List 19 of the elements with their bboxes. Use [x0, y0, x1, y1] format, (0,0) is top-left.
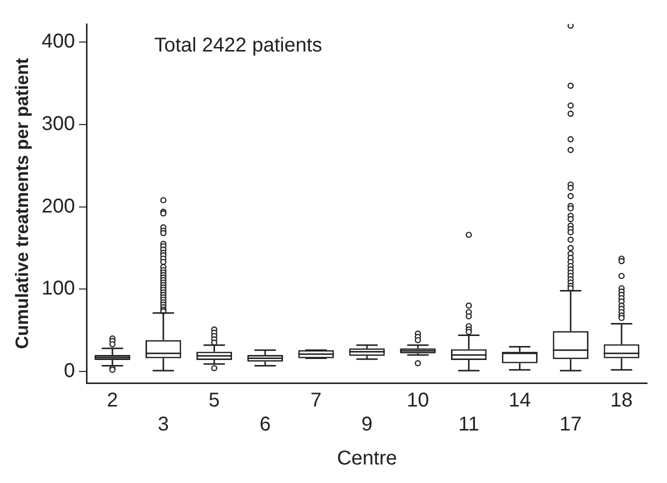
x-tick-label: 10 — [406, 390, 430, 412]
x-tick-label: 3 — [158, 414, 169, 436]
x-tick-label: 5 — [208, 390, 220, 412]
x-tick-label: 11 — [458, 414, 480, 436]
x-tick-label: 18 — [610, 390, 633, 412]
text: Total 2422 patients — [154, 34, 322, 57]
x-tick-label: 2 — [106, 390, 118, 412]
y-tick-label: 400 — [42, 30, 75, 53]
x-tick-label: 17 — [560, 414, 582, 436]
y-tick-label: 100 — [42, 278, 75, 300]
y-tick-label: 300 — [42, 112, 75, 135]
x-tick-label: 6 — [260, 414, 271, 436]
y-tick-label: 200 — [42, 195, 75, 218]
x-tick-label: 14 — [508, 390, 531, 412]
y-axis-title: Cumulative treatments per patient — [12, 58, 32, 350]
y-tick-label: 0 — [64, 360, 75, 382]
x-tick-label: 9 — [361, 414, 373, 436]
x-axis-title: Centre — [336, 448, 397, 470]
x-tick-label: 7 — [310, 390, 322, 412]
